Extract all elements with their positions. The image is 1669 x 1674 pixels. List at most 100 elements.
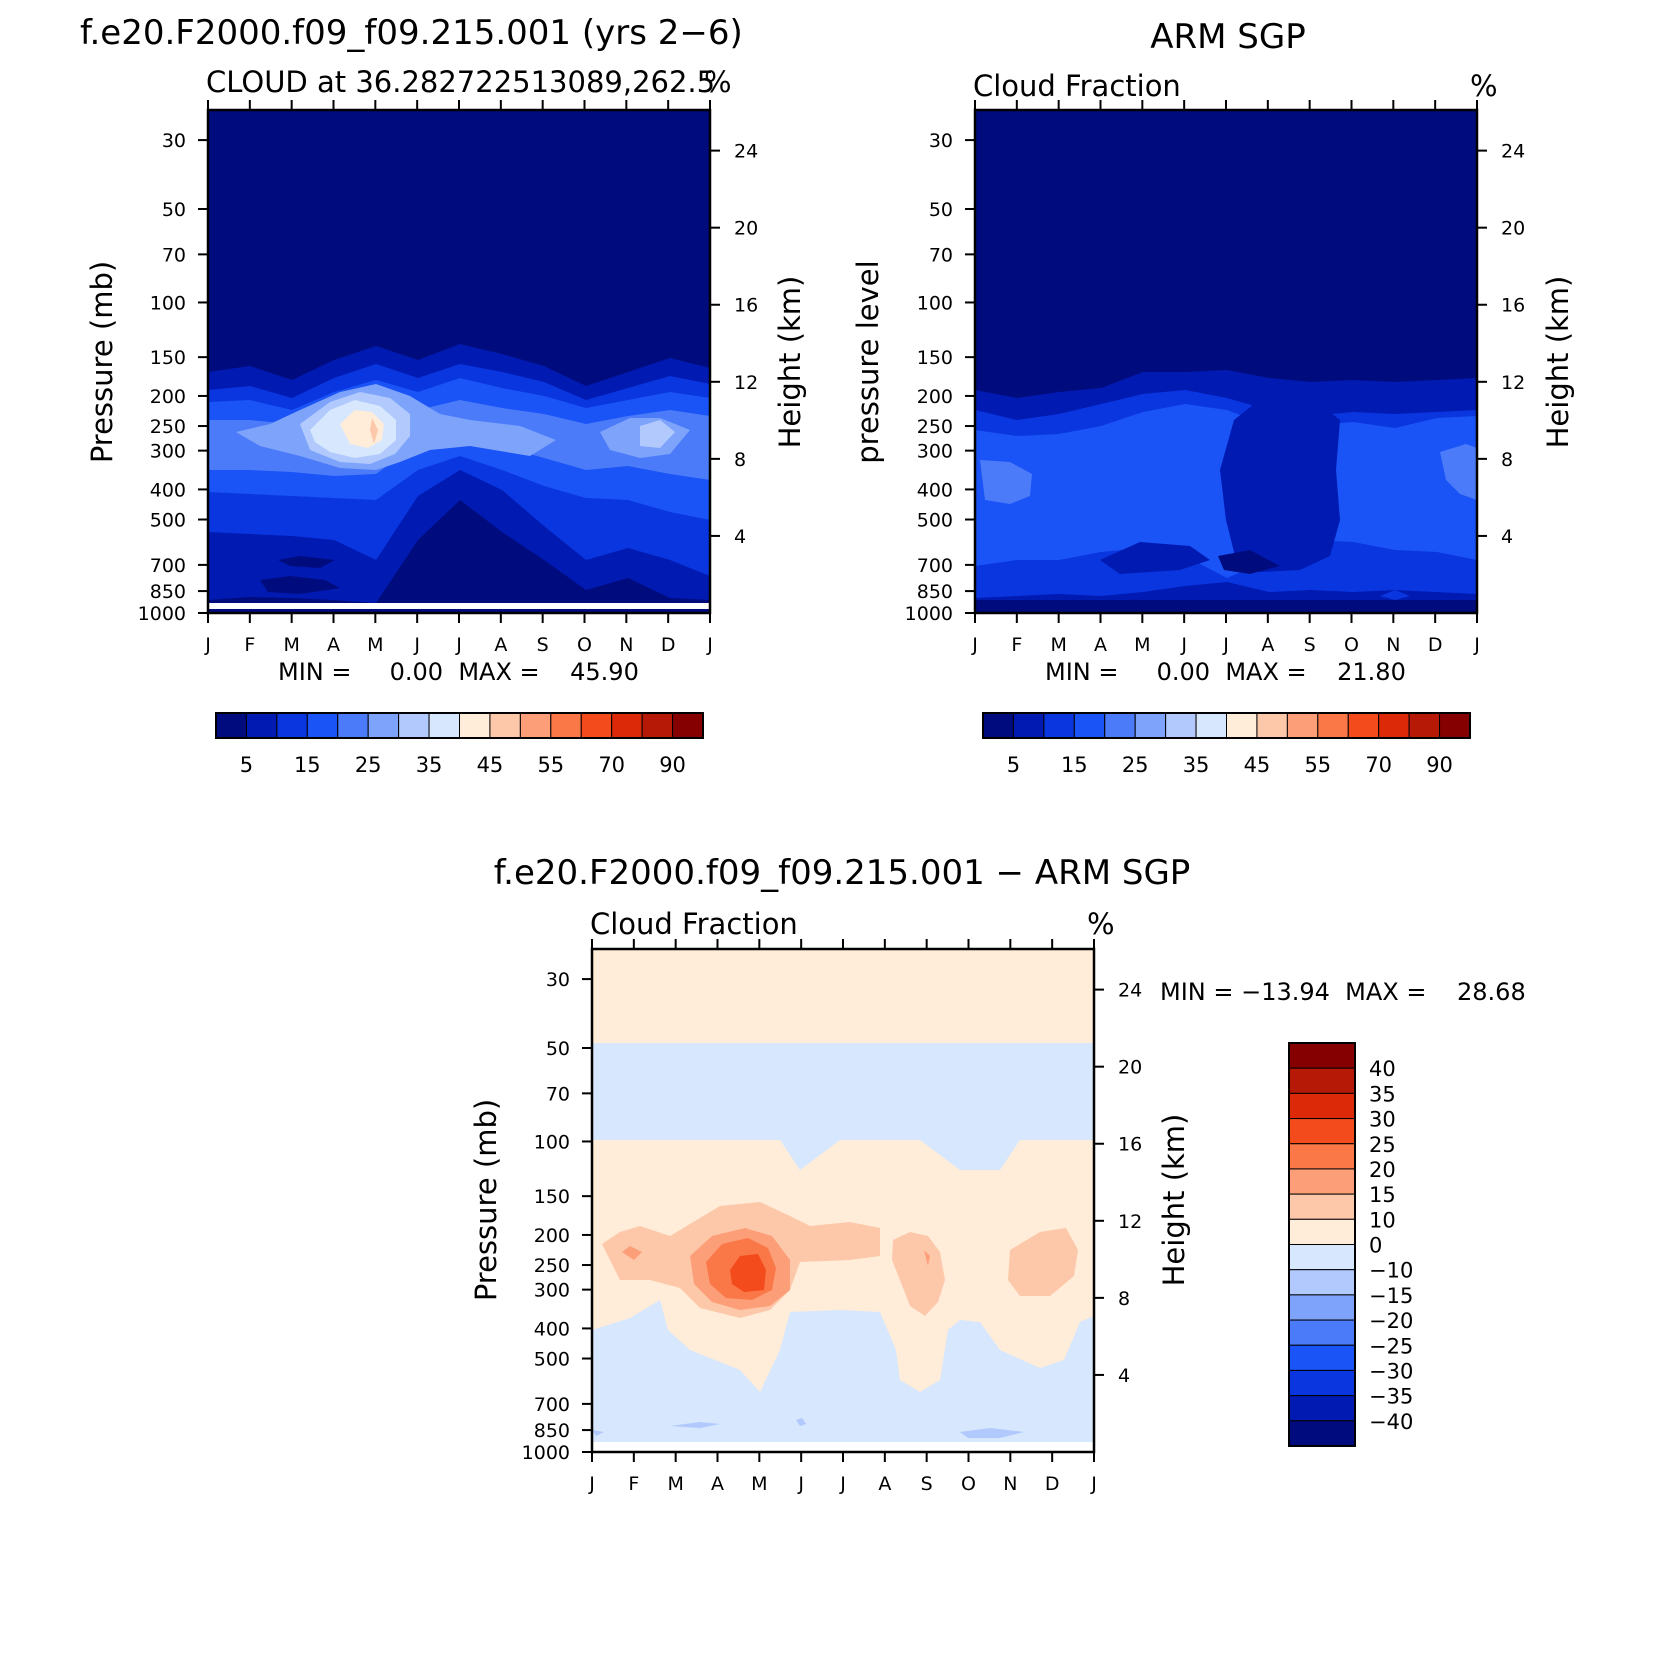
diff-pressure-label: 30 (546, 969, 570, 991)
obs-colorbar-label: 90 (1426, 753, 1453, 777)
diff-colorbar-swatch (1288, 1269, 1356, 1296)
obs-pressure-label: 850 (917, 581, 953, 603)
diff-month-label: N (1003, 1473, 1017, 1495)
obs-month-label: M (1050, 634, 1066, 656)
model-month-label: J (204, 634, 211, 656)
model-month-label: A (494, 634, 507, 656)
model-colorbar-label: 45 (477, 753, 504, 777)
obs-right-axis-title: Height (km) (1541, 276, 1575, 449)
diff-pressure-label: 400 (534, 1318, 570, 1340)
diff-left-subtitle: Cloud Fraction (590, 907, 798, 941)
model-colorbar-label: 90 (659, 753, 686, 777)
diff-colorbar-label: −10 (1369, 1259, 1413, 1283)
obs-colorbar-frame (982, 712, 1471, 739)
diff-colorbar-label: 10 (1369, 1208, 1396, 1232)
obs-colorbar-swatch (1012, 712, 1045, 739)
diff-month-label: J (797, 1473, 804, 1495)
diff-colorbar-label: 25 (1369, 1133, 1396, 1157)
model-colorbar-swatch (611, 712, 643, 739)
obs-colorbar-swatch (1439, 712, 1471, 739)
obs-pressure-label: 400 (917, 479, 953, 501)
diff-pressure-label: 250 (534, 1255, 570, 1277)
obs-height-label: 24 (1501, 141, 1525, 163)
model-pressure-label: 1000 (138, 603, 186, 625)
diff-colorbar-label: −15 (1369, 1284, 1413, 1308)
diff-pressure-label: 70 (546, 1083, 570, 1105)
obs-colorbar-swatch (1134, 712, 1167, 739)
obs-colorbar-swatch (1165, 712, 1197, 739)
diff-month-label: A (878, 1473, 891, 1495)
obs-pressure-label: 30 (929, 130, 953, 152)
diff-colorbar-swatch (1288, 1395, 1356, 1422)
diff-colorbar-swatch (1288, 1092, 1356, 1120)
diff-pressure-label: 850 (534, 1420, 570, 1442)
diff-month-label: D (1045, 1473, 1060, 1495)
diff-colorbar-label: −30 (1369, 1359, 1413, 1383)
diff-colorbar-label: 30 (1369, 1108, 1396, 1132)
diff-colorbar-swatch (1288, 1420, 1356, 1447)
model-pressure-label: 30 (162, 130, 186, 152)
obs-dark-column (1100, 402, 1340, 574)
model-colorbar-swatch (580, 712, 613, 739)
obs-pressure-label: 70 (929, 244, 953, 266)
obs-height-label: 20 (1501, 218, 1525, 240)
diff-colorbar-label: 40 (1369, 1057, 1396, 1081)
diff-colorbar-label: −35 (1369, 1385, 1413, 1409)
model-pressure-label: 150 (150, 347, 186, 369)
obs-pressure-label: 1000 (905, 603, 953, 625)
obs-left-subtitle: Cloud Fraction (973, 69, 1181, 103)
obs-colorbar-swatch (1226, 712, 1258, 739)
obs-low-patches (975, 550, 1477, 613)
model-minmax: MIN = 0.00 MAX = 45.90 (278, 658, 639, 686)
diff-month-label: M (751, 1473, 767, 1495)
obs-minmax: MIN = 0.00 MAX = 21.80 (1045, 658, 1406, 686)
diff-colorbar-label: 15 (1369, 1183, 1396, 1207)
obs-colorbar-swatch (1286, 712, 1319, 739)
model-panel: f.e20.F2000.f09_f09.215.001 (yrs 2−6) CL… (80, 13, 807, 777)
diff-band-15b (924, 1250, 930, 1266)
model-height-label: 4 (734, 526, 746, 548)
model-colorbar-frame (215, 712, 704, 739)
diff-colorbar-swatch (1288, 1294, 1356, 1321)
model-colorbar: 5 15 25 35 45 55 70 90 (215, 712, 704, 777)
model-pressure-label: 500 (150, 510, 186, 532)
model-left-axis-title: Pressure (mb) (85, 261, 119, 463)
model-pressure-label: 850 (150, 581, 186, 603)
obs-colorbar-label: 55 (1304, 753, 1331, 777)
diff-pressure-label: 200 (534, 1225, 570, 1247)
obs-colorbar-label: 5 (1007, 753, 1020, 777)
model-colorbar-swatch (337, 712, 369, 739)
obs-colorbar-swatch (1195, 712, 1227, 739)
model-colorbar-label: 70 (598, 753, 625, 777)
diff-colorbar-swatch (1288, 1067, 1356, 1094)
model-title: f.e20.F2000.f09_f09.215.001 (yrs 2−6) (80, 13, 743, 53)
obs-month-label: S (1304, 634, 1316, 656)
model-pressure-label: 400 (150, 479, 186, 501)
diff-pressure-label: 1000 (522, 1442, 570, 1464)
diff-left-axis-title: Pressure (mb) (469, 1099, 503, 1301)
diff-colorbar-swatch (1288, 1369, 1356, 1397)
diff-colorbar-swatch (1288, 1244, 1356, 1271)
diff-month-label: S (921, 1473, 933, 1495)
diff-pressure-label: 100 (534, 1131, 570, 1153)
obs-month-label: D (1428, 634, 1443, 656)
obs-month-label: J (1180, 634, 1187, 656)
obs-pressure-label: 700 (917, 555, 953, 577)
model-height-label: 16 (734, 295, 758, 317)
obs-height-label: 4 (1501, 526, 1513, 548)
diff-pressure-label: 500 (534, 1349, 570, 1371)
model-pressure-label: 300 (150, 441, 186, 463)
obs-right-subtitle: % (1470, 69, 1498, 103)
model-month-label: N (619, 634, 633, 656)
model-month-label: A (327, 634, 340, 656)
model-month-label: S (537, 634, 549, 656)
model-field (208, 110, 710, 613)
obs-title: ARM SGP (1150, 17, 1305, 57)
obs-low-patches-2 (1060, 586, 1410, 600)
obs-colorbar-label: 35 (1183, 753, 1210, 777)
model-pressure-label: 50 (162, 199, 186, 221)
model-band-45 (370, 418, 378, 444)
